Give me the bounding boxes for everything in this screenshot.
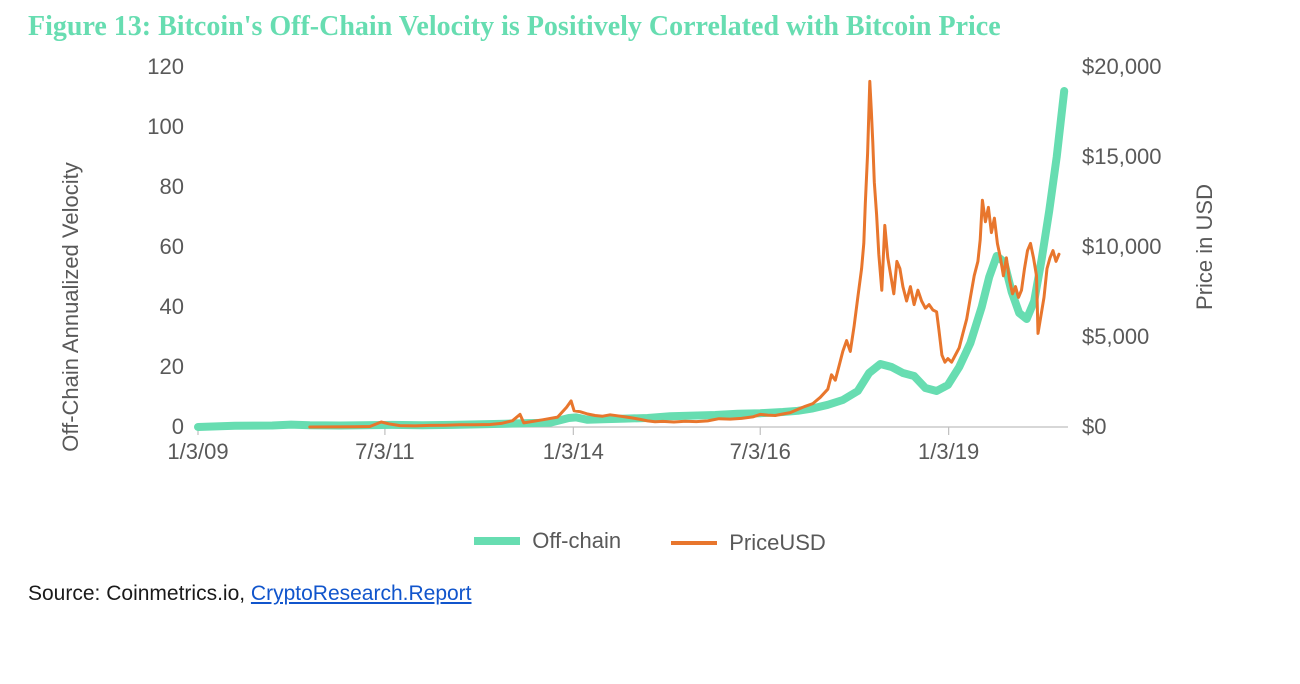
svg-text:1/3/19: 1/3/19: [918, 439, 979, 464]
svg-text:7/3/11: 7/3/11: [355, 439, 415, 464]
chart: 1/3/09 7/3/11 1/3/14 7/3/16 1/3/19 0 20 40 60 80 1…: [28, 49, 1272, 519]
svg-text:$5,000: $5,000: [1082, 324, 1149, 349]
legend-swatch-offchain: [474, 537, 520, 545]
svg-text:Off-Chain Annualized Velocity: Off-Chain Annualized Velocity: [58, 162, 83, 451]
svg-text:$0: $0: [1082, 414, 1106, 439]
legend-item-price: PriceUSD: [671, 530, 826, 556]
svg-text:1/3/14: 1/3/14: [543, 439, 604, 464]
svg-text:100: 100: [147, 114, 184, 139]
source-prefix: Source:: [28, 582, 106, 605]
svg-text:$20,000: $20,000: [1082, 54, 1162, 79]
svg-text:80: 80: [160, 174, 184, 199]
legend-label-offchain: Off-chain: [532, 528, 621, 554]
svg-text:120: 120: [147, 54, 184, 79]
source-text: Coinmetrics.io,: [106, 582, 251, 605]
legend: Off-chain PriceUSD: [28, 525, 1272, 556]
svg-text:20: 20: [160, 354, 184, 379]
legend-swatch-price: [671, 541, 717, 545]
chart-svg: 1/3/09 7/3/11 1/3/14 7/3/16 1/3/19 0 20 40 60 80 1…: [28, 49, 1272, 519]
legend-label-price: PriceUSD: [729, 530, 826, 556]
figure-container: Figure 13: Bitcoin's Off-Chain Velocity …: [0, 0, 1300, 684]
source-line: Source: Coinmetrics.io, CryptoResearch.R…: [28, 582, 1272, 606]
svg-text:40: 40: [160, 294, 184, 319]
legend-item-offchain: Off-chain: [474, 528, 621, 554]
svg-text:$15,000: $15,000: [1082, 144, 1162, 169]
svg-text:0: 0: [172, 414, 184, 439]
source-link[interactable]: CryptoResearch.Report: [251, 582, 472, 605]
svg-text:$10,000: $10,000: [1082, 234, 1162, 259]
svg-text:Price in USD: Price in USD: [1192, 184, 1217, 310]
svg-text:60: 60: [160, 234, 184, 259]
svg-text:7/3/16: 7/3/16: [730, 439, 791, 464]
svg-text:1/3/09: 1/3/09: [167, 439, 228, 464]
figure-title: Figure 13: Bitcoin's Off-Chain Velocity …: [28, 10, 1272, 43]
